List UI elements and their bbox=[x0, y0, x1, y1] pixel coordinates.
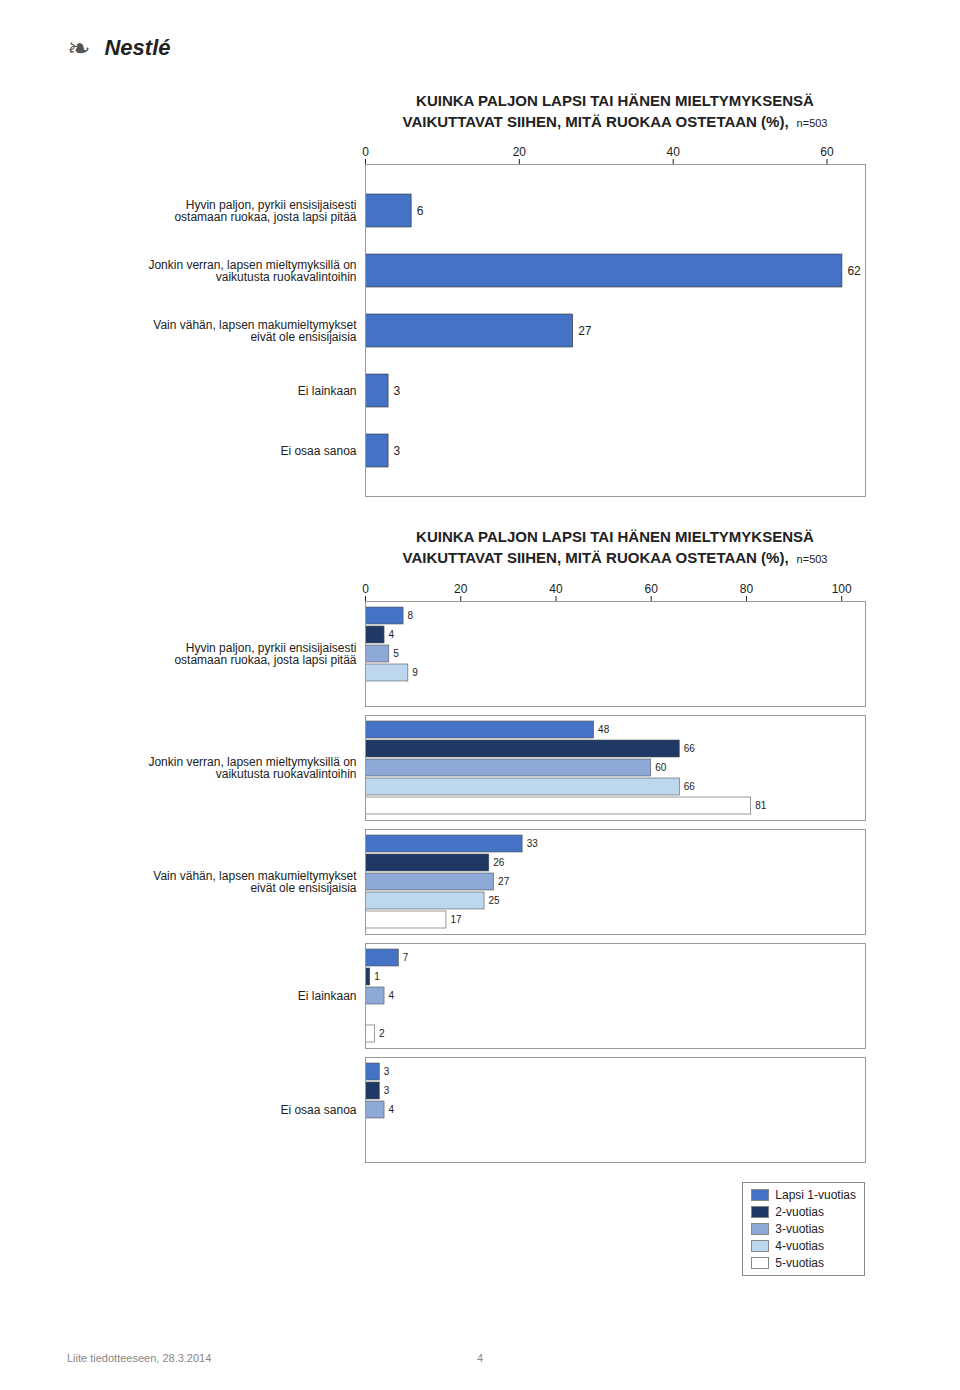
html-text:n=503: n=503 bbox=[796, 117, 828, 129]
svg-text:Hyvin paljon, pyrkii ensisijai: Hyvin paljon, pyrkii ensisijaisestiostam… bbox=[174, 641, 356, 667]
svg-text:Jonkin verran, lapsen mieltymy: Jonkin verran, lapsen mieltymyksillä onv… bbox=[148, 755, 356, 781]
html-text:2-vuotias: 2-vuotias bbox=[775, 1205, 824, 1219]
svg-text:2: 2 bbox=[379, 1028, 385, 1039]
svg-text:40: 40 bbox=[549, 582, 563, 596]
html-text:KUINKA PALJON LAPSI TAI HÄNEN: KUINKA PALJON LAPSI TAI HÄNEN MIELTYMYKS… bbox=[416, 528, 814, 545]
svg-text:Vain vähän, lapsen makumieltym: Vain vähän, lapsen makumieltymykseteivät… bbox=[153, 318, 357, 344]
svg-text:27: 27 bbox=[578, 324, 592, 338]
svg-text:Ei lainkaan: Ei lainkaan bbox=[298, 989, 357, 1003]
svg-text:33: 33 bbox=[527, 838, 539, 849]
html-text:Nestlé: Nestlé bbox=[104, 35, 171, 60]
svg-text:7: 7 bbox=[403, 952, 409, 963]
html-text:Liite tiedotteeseen, 28.3.2014: Liite tiedotteeseen, 28.3.2014 bbox=[67, 1352, 212, 1364]
svg-text:60: 60 bbox=[820, 145, 834, 159]
svg-text:3: 3 bbox=[384, 1085, 390, 1096]
svg-text:66: 66 bbox=[684, 781, 696, 792]
svg-text:5: 5 bbox=[393, 648, 399, 659]
html-text:n=503: n=503 bbox=[796, 553, 828, 565]
svg-text:62: 62 bbox=[847, 264, 861, 278]
html-text:VAIKUTTAVAT SIIHEN, MITÄ RUOKA: VAIKUTTAVAT SIIHEN, MITÄ RUOKAA OSTETAAN… bbox=[402, 549, 789, 566]
svg-text:0: 0 bbox=[362, 145, 369, 159]
svg-text:25: 25 bbox=[489, 895, 501, 906]
html-text:Lapsi 1-vuotias: Lapsi 1-vuotias bbox=[775, 1188, 856, 1202]
html-text:VAIKUTTAVAT SIIHEN, MITÄ RUOKA: VAIKUTTAVAT SIIHEN, MITÄ RUOKAA OSTETAAN… bbox=[402, 113, 789, 130]
svg-text:3: 3 bbox=[384, 1066, 390, 1077]
svg-text:Ei osaa sanoa: Ei osaa sanoa bbox=[280, 444, 356, 458]
html-text:4-vuotias: 4-vuotias bbox=[775, 1239, 824, 1253]
svg-text:26: 26 bbox=[493, 857, 505, 868]
svg-text:Jonkin verran, lapsen mieltymy: Jonkin verran, lapsen mieltymyksillä onv… bbox=[148, 258, 356, 284]
svg-text:100: 100 bbox=[832, 582, 852, 596]
svg-text:66: 66 bbox=[684, 743, 696, 754]
svg-text:60: 60 bbox=[645, 582, 659, 596]
svg-text:9: 9 bbox=[412, 667, 418, 678]
svg-text:81: 81 bbox=[755, 800, 767, 811]
svg-text:Hyvin paljon, pyrkii ensisijai: Hyvin paljon, pyrkii ensisijaisestiostam… bbox=[174, 198, 356, 224]
svg-text:3: 3 bbox=[394, 444, 401, 458]
svg-text:80: 80 bbox=[740, 582, 754, 596]
svg-text:40: 40 bbox=[667, 145, 681, 159]
svg-text:48: 48 bbox=[598, 724, 610, 735]
svg-text:0: 0 bbox=[362, 582, 369, 596]
svg-text:20: 20 bbox=[513, 145, 527, 159]
svg-text:4: 4 bbox=[389, 629, 395, 640]
html-text:5-vuotias: 5-vuotias bbox=[775, 1256, 824, 1270]
svg-text:6: 6 bbox=[417, 204, 424, 218]
svg-text:4: 4 bbox=[389, 1104, 395, 1115]
svg-text:3: 3 bbox=[394, 384, 401, 398]
svg-text:60: 60 bbox=[655, 762, 667, 773]
html-text:KUINKA PALJON LAPSI TAI HÄNEN: KUINKA PALJON LAPSI TAI HÄNEN MIELTYMYKS… bbox=[416, 92, 814, 109]
html-text:3-vuotias: 3-vuotias bbox=[775, 1222, 824, 1236]
html-text:4: 4 bbox=[476, 1352, 484, 1364]
svg-text:4: 4 bbox=[389, 990, 395, 1001]
svg-text:Ei osaa sanoa: Ei osaa sanoa bbox=[280, 1103, 356, 1117]
svg-text:Ei lainkaan: Ei lainkaan bbox=[298, 384, 357, 398]
svg-text:27: 27 bbox=[498, 876, 510, 887]
svg-text:17: 17 bbox=[450, 914, 462, 925]
svg-text:8: 8 bbox=[408, 610, 414, 621]
svg-text:20: 20 bbox=[454, 582, 468, 596]
svg-text:Vain vähän, lapsen makumieltym: Vain vähän, lapsen makumieltymykseteivät… bbox=[153, 869, 357, 895]
svg-text:1: 1 bbox=[374, 971, 380, 982]
